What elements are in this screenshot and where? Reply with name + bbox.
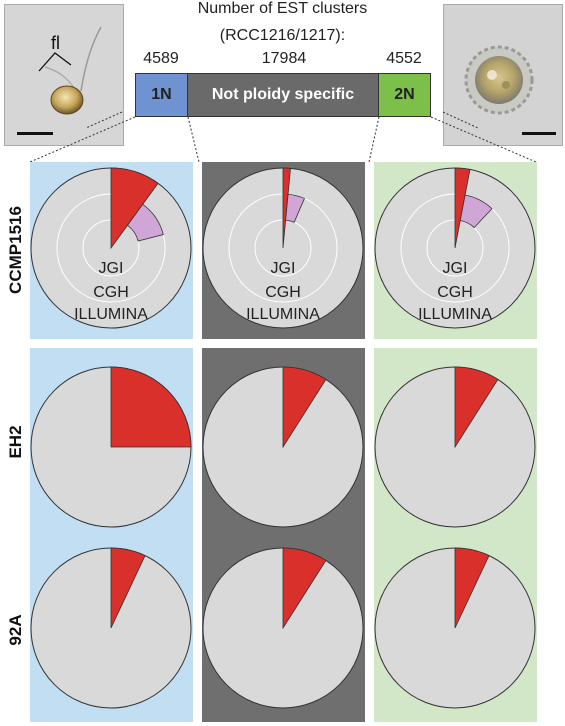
pie-ccmp1516-mid-label-jgi: JGI [271, 260, 296, 277]
pie-eh2-2n-red-slice [454, 366, 499, 449]
pie-92a-1n [30, 547, 192, 709]
flagella-annotation: fl [51, 33, 60, 53]
pie-92a-1n-red-slice [110, 547, 146, 629]
pie-ccmp1516-mid: JGI CGH ILLUMINA [202, 167, 364, 329]
pie-ccmp1516-mid-label-illumina: ILLUMINA [246, 306, 320, 323]
pie-eh2-mid [202, 366, 364, 528]
pie-92a-2n-red-slice [454, 547, 490, 629]
pie-ccmp1516-2n-label-illumina: ILLUMINA [418, 306, 492, 323]
pie-ccmp1516-1n-label-jgi: JGI [99, 260, 124, 277]
bar-segment-not-ploidy-specific: Not ploidy specific [188, 74, 378, 116]
pie-ccmp1516-1n-label-cgh: CGH [93, 284, 129, 301]
pie-ccmp1516-mid-label-cgh: CGH [265, 284, 301, 301]
count-not-ploidy-specific: 17984 [261, 50, 307, 67]
pie-ccmp1516-2n: JGI CGH ILLUMINA [374, 167, 536, 329]
pie-eh2-1n [30, 366, 192, 528]
pie-92a-mid [202, 547, 364, 709]
bar-segment-1n: 1N [136, 74, 188, 116]
scale-bar-right [522, 132, 556, 135]
pie-ccmp1516-1n: JGI CGH ILLUMINA [30, 167, 192, 329]
count-1n: 4589 [143, 50, 179, 67]
pie-eh2-mid-red-slice [282, 366, 327, 449]
figure-subtitle: (RCC1216/1217): [219, 27, 346, 44]
figure-title: Number of EST clusters [197, 0, 368, 17]
pie-ccmp1516-1n-red-slice [110, 167, 159, 250]
pie-ccmp1516-1n-label-illumina: ILLUMINA [74, 306, 148, 323]
pie-ccmp1516-2n-label-jgi: JGI [443, 260, 468, 277]
bar-segment-2n: 2N [378, 74, 430, 116]
pie-92a-2n [374, 547, 536, 709]
pie-ccmp1516-2n-pink-slice [459, 194, 493, 229]
pie-eh2-1n-red-slice [110, 366, 192, 448]
pie-eh2-2n [374, 366, 536, 528]
ploidy-bar: 1N Not ploidy specific 2N [135, 73, 431, 117]
pie-ccmp1516-1n-pink-slice [126, 203, 164, 242]
count-2n: 4552 [386, 50, 422, 67]
pie-ccmp1516-2n-label-cgh: CGH [437, 284, 473, 301]
pie-ccmp1516-mid-pink-slice [285, 193, 305, 223]
pie-92a-mid-red-slice [282, 547, 327, 630]
